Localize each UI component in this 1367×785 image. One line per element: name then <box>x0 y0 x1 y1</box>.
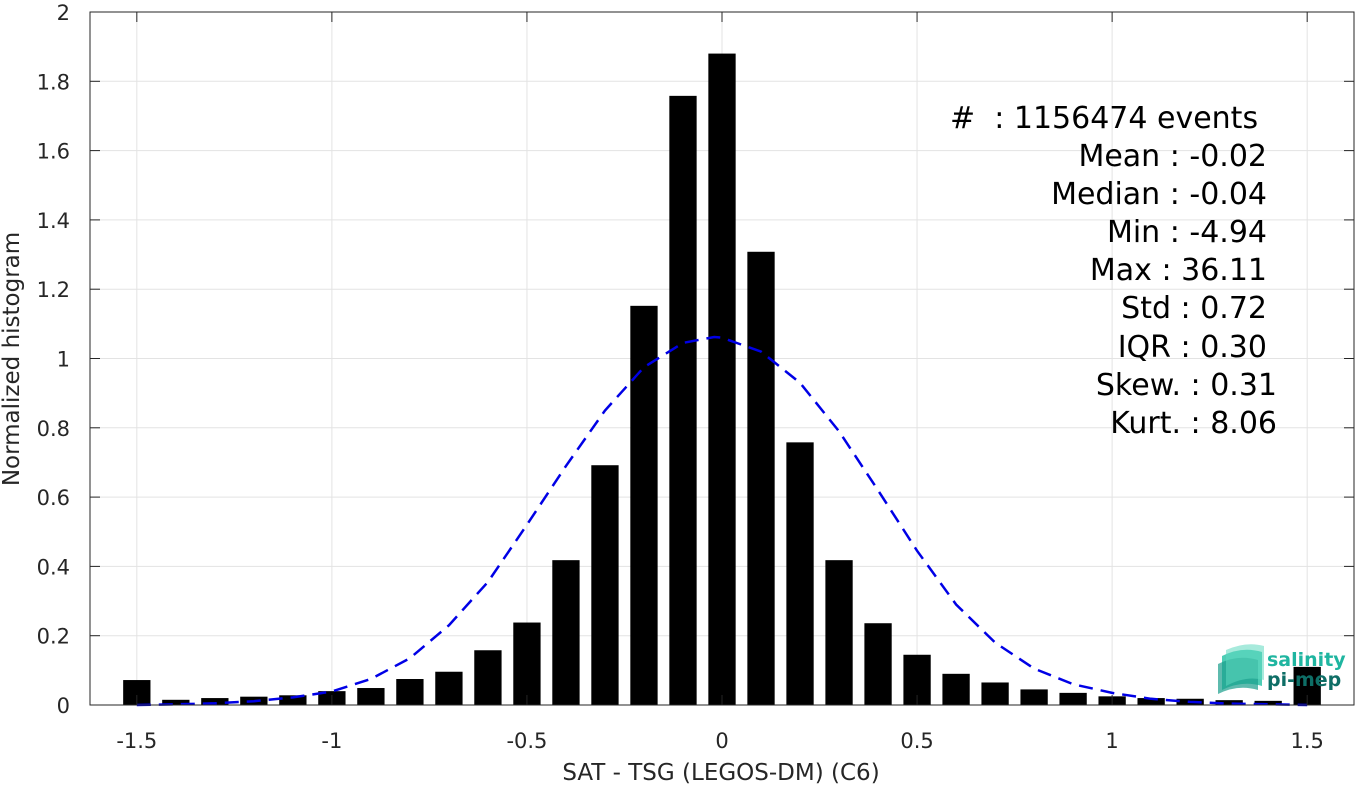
y-tick-label: 1.2 <box>37 278 70 302</box>
y-tick-label: 0.6 <box>37 486 70 510</box>
histogram-bar <box>552 560 580 705</box>
stat-mean: Mean : -0.02 <box>1078 139 1267 174</box>
histogram-bar <box>630 305 658 705</box>
plot-axes <box>89 11 1355 706</box>
x-tick-label: 1 <box>1105 729 1118 753</box>
y-tick-label: 2 <box>57 1 70 25</box>
x-tick-label: -1 <box>321 729 342 753</box>
logo-wave-icon <box>1218 644 1264 694</box>
y-tick-label: 0.2 <box>37 625 70 649</box>
stat-max: Max : 36.11 <box>1090 253 1267 288</box>
normal-fit-curve <box>136 335 1308 707</box>
histogram-bar <box>786 442 814 705</box>
stat-skew: Skew. : 0.31 <box>1096 368 1277 403</box>
histogram-bar <box>513 622 541 705</box>
histogram-bar <box>1215 700 1243 705</box>
x-axis-label: SAT - TSG (LEGOS-DM) (C6) <box>562 760 879 785</box>
x-tick-label: 0.5 <box>900 729 933 753</box>
histogram-bar <box>942 673 970 705</box>
x-tick-label: 1.5 <box>1290 729 1323 753</box>
histogram-bar <box>396 679 424 705</box>
histogram-bar <box>669 95 697 705</box>
y-tick-label: 1.4 <box>37 209 70 233</box>
y-tick-label: 0 <box>57 694 70 718</box>
stat-median: Median : -0.04 <box>1051 177 1267 212</box>
histogram-bar <box>435 671 463 705</box>
histogram-bar <box>591 465 619 705</box>
salinity-pimep-logo: salinity pi-mep <box>1218 644 1346 694</box>
histogram-bar <box>981 682 1009 705</box>
histogram-bar <box>279 695 307 705</box>
stat-count: # : 1156474 events <box>950 101 1258 136</box>
x-tick-label: 0 <box>715 729 728 753</box>
statistics-box: # : 1156474 events Mean : -0.02 Median :… <box>950 101 1277 441</box>
stat-std: Std : 0.72 <box>1121 291 1267 326</box>
histogram-bar <box>1254 700 1282 705</box>
y-tick-label: 1 <box>57 348 70 372</box>
logo-text-salinity: salinity <box>1267 649 1346 671</box>
histogram-bar <box>162 699 190 705</box>
histogram-bar <box>1137 698 1165 705</box>
stat-iqr: IQR : 0.30 <box>1118 330 1267 365</box>
y-tick-label: 0.8 <box>37 417 70 441</box>
histogram-bar <box>864 623 892 705</box>
stat-kurt: Kurt. : 8.06 <box>1110 406 1277 441</box>
histogram-bar <box>708 53 736 705</box>
stat-min: Min : -4.94 <box>1107 215 1267 250</box>
histogram-bar <box>825 560 853 705</box>
x-tick-label: -0.5 <box>506 729 547 753</box>
x-tick-label: -1.5 <box>116 729 157 753</box>
y-tick-label: 0.4 <box>37 555 70 579</box>
logo-text-pimep: pi-mep <box>1267 669 1341 691</box>
y-tick-label: 1.8 <box>37 70 70 94</box>
histogram-bar <box>201 698 229 705</box>
histogram-bar <box>1020 689 1048 705</box>
histogram-bar <box>747 251 775 705</box>
histogram-bar <box>474 650 502 705</box>
y-tick-label: 1.6 <box>37 140 70 164</box>
y-tick-labels: 0 0.2 0.4 0.6 0.8 1 1.2 1.4 1.6 1.8 2 <box>37 1 70 718</box>
y-axis-label: Normalized histogram <box>0 232 25 486</box>
histogram-bar <box>1059 692 1087 705</box>
histogram-bar <box>357 688 385 705</box>
x-tick-labels: -1.5 -1 -0.5 0 0.5 1 1.5 <box>116 729 1324 753</box>
